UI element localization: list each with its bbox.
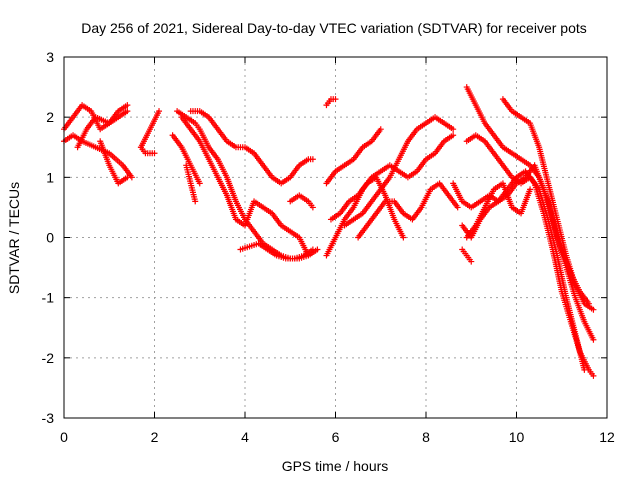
data-point xyxy=(309,246,316,253)
x-tick-label: 6 xyxy=(332,429,340,445)
data-point xyxy=(377,126,384,133)
data-point xyxy=(332,96,339,103)
data-point xyxy=(590,336,597,343)
data-point xyxy=(454,204,461,211)
x-tick-label: 0 xyxy=(60,429,68,445)
axis-ticks xyxy=(63,56,608,419)
data-point xyxy=(585,300,592,307)
data-point xyxy=(156,108,163,115)
y-tick-label: -3 xyxy=(42,410,55,426)
x-tick-label: 2 xyxy=(151,429,159,445)
x-tick-label: 8 xyxy=(422,429,430,445)
series-track-13 xyxy=(287,192,316,211)
series-track-10 xyxy=(169,132,203,187)
series-track-26 xyxy=(459,246,475,265)
x-tick-label: 10 xyxy=(509,429,525,445)
data-point xyxy=(527,186,534,193)
series-track-23 xyxy=(450,168,597,379)
data-point xyxy=(450,132,457,139)
data-point xyxy=(196,180,203,187)
series-track-15 xyxy=(323,126,384,187)
series-track-12 xyxy=(237,240,316,262)
y-tick-label: 0 xyxy=(46,230,54,246)
series-track-6 xyxy=(137,144,158,157)
series-track-18 xyxy=(341,114,457,229)
data-point xyxy=(590,306,597,313)
data-points xyxy=(61,84,597,379)
series-track-4 xyxy=(97,138,131,187)
x-axis-label: GPS time / hours xyxy=(282,458,389,474)
data-point xyxy=(124,174,131,181)
series-track-8 xyxy=(178,114,312,259)
series-track-19 xyxy=(355,180,461,241)
series-track-25 xyxy=(463,180,534,241)
data-point xyxy=(309,156,316,163)
data-point xyxy=(151,150,158,157)
x-tick-labels: 0 2 4 6 8 10 12 xyxy=(60,429,615,445)
x-tick-label: 4 xyxy=(241,429,249,445)
data-point xyxy=(124,102,131,109)
series-track-11 xyxy=(183,162,199,205)
data-point xyxy=(450,126,457,133)
series-track-3 xyxy=(74,102,131,151)
chart-title: Day 256 of 2021, Sidereal Day-to-day VTE… xyxy=(81,20,587,36)
y-axis-label: SDTVAR / TECUs xyxy=(6,182,22,294)
grid xyxy=(64,57,607,418)
series-track-21 xyxy=(463,132,588,373)
data-point xyxy=(124,108,131,115)
data-point xyxy=(590,372,597,379)
data-point xyxy=(468,258,475,265)
y-tick-label: 2 xyxy=(46,109,54,125)
y-tick-label: -2 xyxy=(42,350,55,366)
y-tick-label: 1 xyxy=(46,169,54,185)
series-track-2 xyxy=(61,102,131,133)
x-tick-label: 12 xyxy=(599,429,615,445)
series-track-5 xyxy=(137,108,163,151)
series-track-7 xyxy=(174,108,321,262)
series-track-1 xyxy=(61,132,135,181)
series-track-14 xyxy=(323,96,339,109)
y-tick-label: 3 xyxy=(46,49,54,65)
data-point xyxy=(400,234,407,241)
data-point xyxy=(192,198,199,205)
y-tick-label: -1 xyxy=(42,290,55,306)
y-tick-labels: -3 -2 -1 0 1 2 3 xyxy=(42,49,55,426)
series-track-16 xyxy=(323,132,457,259)
series-track-9 xyxy=(187,108,316,187)
data-point xyxy=(309,204,316,211)
